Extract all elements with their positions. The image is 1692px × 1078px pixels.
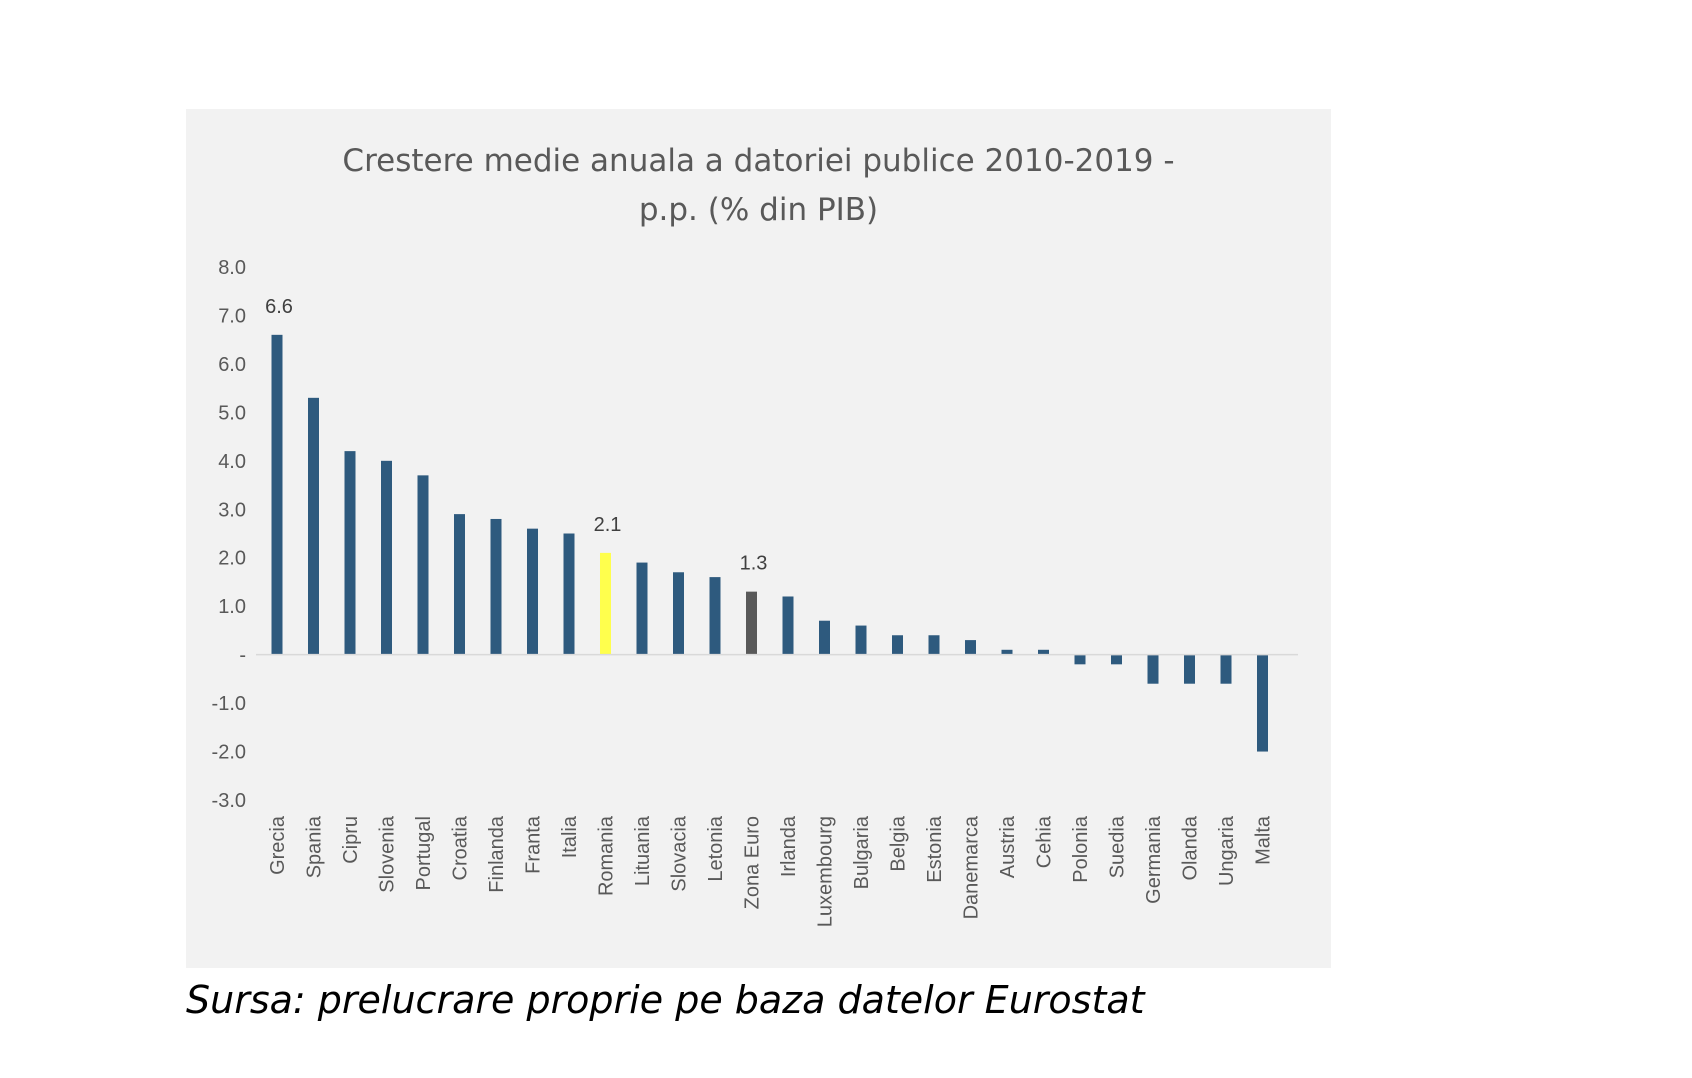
y-tick-label: 6.0	[218, 354, 246, 376]
bar-lituania	[636, 562, 648, 655]
bar-zona-euro	[746, 591, 757, 655]
y-tick-label: 2.0	[218, 548, 246, 570]
x-tick-label-cehia: Cehia	[1034, 815, 1056, 868]
y-tick-label: -2.0	[212, 742, 246, 764]
data-label-zona-euro: 1.3	[740, 553, 768, 575]
x-tick-label-bulgaria: Bulgaria	[851, 815, 873, 889]
y-tick-label: -1.0	[212, 693, 246, 715]
y-tick-label: 3.0	[218, 499, 246, 521]
bar-polonia	[1074, 654, 1086, 665]
bar-spania	[308, 397, 319, 655]
x-tick-label-belgia: Belgia	[888, 815, 910, 871]
x-tick-label-irlanda: Irlanda	[778, 815, 800, 877]
chart-title-line-2: p.p. (% din PIB)	[638, 192, 879, 228]
x-tick-label-suedia: Suedia	[1107, 815, 1129, 878]
bar-franta	[527, 528, 538, 655]
source-note: Sursa: prelucrare proprie pe baza datelo…	[186, 978, 1145, 1022]
bar-romania	[600, 552, 611, 655]
x-tick-label-letonia: Letonia	[705, 815, 727, 881]
x-tick-label-luxembourg: Luxembourg	[815, 816, 837, 927]
x-tick-label-olanda: Olanda	[1180, 815, 1202, 880]
x-tick-label-cipru: Cipru	[340, 816, 362, 864]
bar-italia	[563, 533, 575, 655]
data-label-grecia: 6.6	[265, 296, 293, 318]
y-tick-label: 8.0	[218, 257, 246, 279]
x-tick-label-portugal: Portugal	[413, 816, 435, 891]
bar-irlanda	[782, 596, 794, 655]
bar-ungaria	[1220, 654, 1232, 684]
x-tick-label-danemarca: Danemarca	[961, 815, 983, 919]
x-tick-label-estonia: Estonia	[924, 815, 946, 883]
y-tick-label: -	[239, 645, 246, 667]
x-tick-label-malta: Malta	[1253, 815, 1275, 865]
bar-bulgaria	[855, 625, 867, 655]
bar-belgia	[892, 635, 903, 655]
x-tick-label-romania: Romania	[596, 815, 618, 896]
y-axis: 8.0 7.0 6.0 5.0 4.0 3.0 2.0 1.0 - -1.0 -2.0 -3.0	[212, 257, 246, 812]
bar-grecia	[271, 334, 283, 655]
chart-title-line-1: Crestere medie anuala a datoriei publice…	[342, 143, 1175, 179]
bar-germania	[1147, 654, 1159, 684]
x-tick-label-slovenia: Slovenia	[377, 815, 399, 893]
bar-slovenia	[381, 460, 392, 655]
bars	[271, 334, 1268, 752]
chart-panel: Crestere medie anuala a datoriei publice…	[186, 109, 1331, 968]
x-tick-label-ungaria: Ungaria	[1216, 815, 1238, 886]
x-tick-label-finlanda: Finlanda	[486, 815, 508, 893]
y-tick-label: 5.0	[218, 402, 246, 424]
bar-portugal	[417, 475, 429, 655]
bar-malta	[1257, 654, 1268, 752]
data-labels: 6.6 2.1 1.3	[265, 296, 767, 575]
x-tick-label-polonia: Polonia	[1070, 815, 1092, 883]
x-tick-label-spania: Spania	[304, 815, 326, 878]
bar-cehia	[1038, 649, 1049, 655]
bar-croatia	[454, 514, 465, 655]
bar-chart: 8.0 7.0 6.0 5.0 4.0 3.0 2.0 1.0 - -1.0 -2.0 -3.0 6.…	[212, 257, 1298, 927]
bar-olanda	[1184, 654, 1195, 684]
x-tick-label-zona-euro: Zona Euro	[742, 816, 764, 909]
x-tick-label-austria: Austria	[997, 815, 1019, 878]
y-tick-label: 4.0	[218, 451, 246, 473]
bar-cipru	[344, 451, 356, 655]
x-tick-label-franta: Franta	[523, 815, 545, 874]
x-tick-label-lituania: Lituania	[632, 815, 654, 886]
y-tick-label: 1.0	[218, 596, 246, 618]
y-tick-label: -3.0	[212, 790, 246, 812]
bar-letonia	[709, 577, 721, 655]
x-tick-label-slovacia: Slovacia	[669, 815, 691, 891]
bar-austria	[1001, 649, 1013, 655]
bar-finlanda	[490, 518, 502, 655]
y-tick-label: 7.0	[218, 305, 246, 327]
x-axis: Grecia Spania Cipru Slovenia Portugal Croatia…	[267, 815, 1275, 927]
bar-suedia	[1111, 654, 1122, 665]
bar-slovacia	[673, 572, 684, 655]
bar-estonia	[928, 635, 940, 655]
bar-luxembourg	[819, 620, 830, 655]
bar-danemarca	[965, 640, 976, 655]
x-tick-label-italia: Italia	[559, 815, 581, 858]
x-tick-label-croatia: Croatia	[450, 815, 472, 880]
chart-title: Crestere medie anuala a datoriei publice…	[186, 137, 1331, 235]
x-tick-label-grecia: Grecia	[267, 815, 289, 875]
data-label-romania: 2.1	[594, 514, 622, 536]
x-tick-label-germania: Germania	[1143, 815, 1165, 904]
